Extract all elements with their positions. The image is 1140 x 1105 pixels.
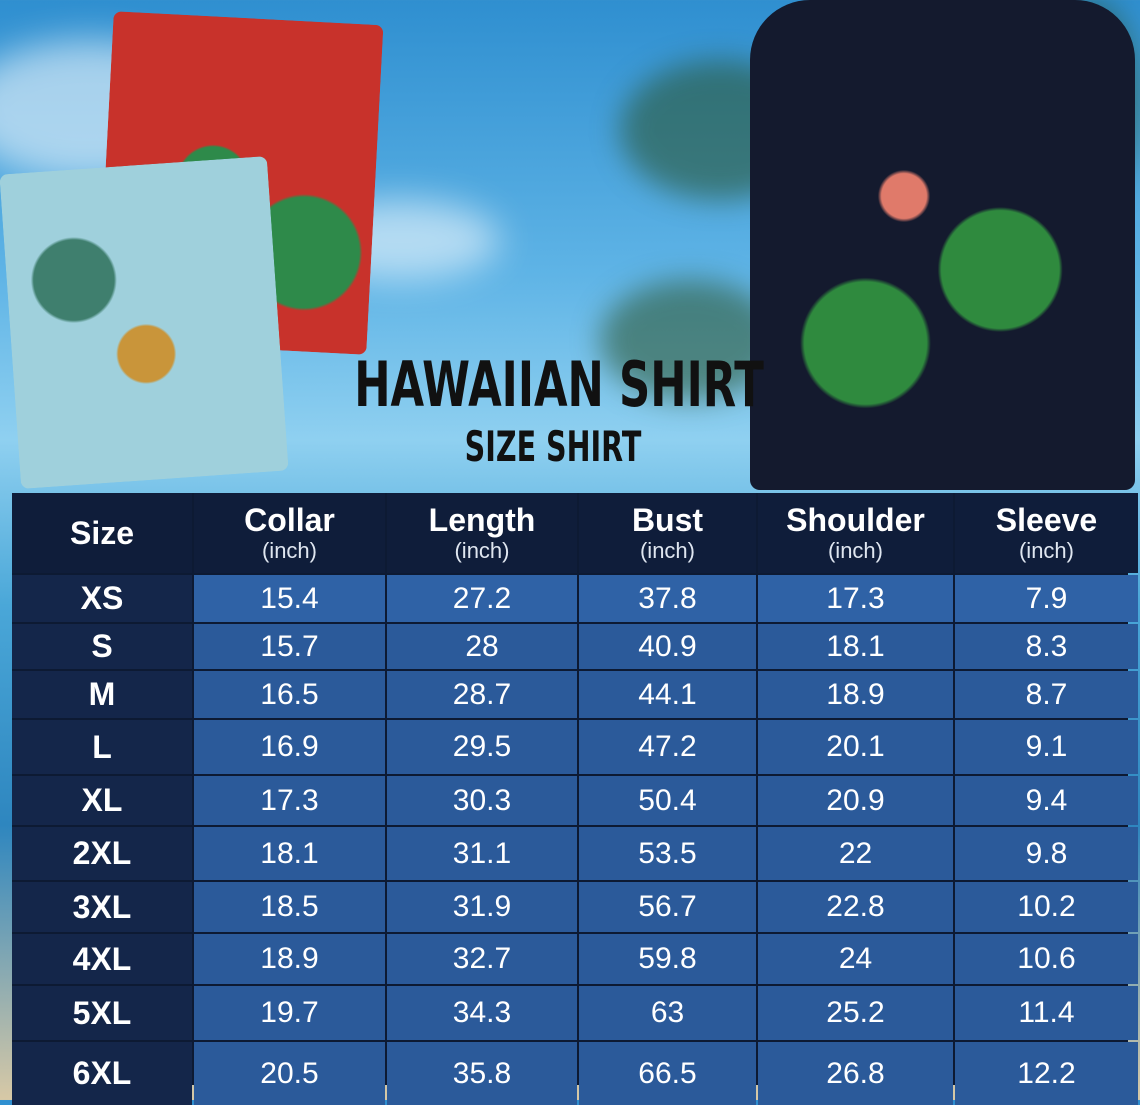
table-cell: 16.5: [194, 671, 385, 718]
table-cell: 18.1: [194, 827, 385, 880]
table-cell: 34.3: [387, 986, 577, 1040]
column-unit: (inch): [1018, 538, 1074, 563]
column-label: Size: [69, 515, 135, 551]
blue-shirt-image: [0, 156, 289, 489]
table-cell: 22.8: [758, 882, 953, 932]
column-header-sleeve: Sleeve (inch): [955, 493, 1138, 573]
size-table: Size Collar (inch) Length (inch) Bust (inch) Sh…: [12, 493, 1138, 1105]
table-cell: 19.7: [194, 986, 385, 1040]
table-cell: 59.8: [579, 934, 756, 984]
table-cell: 37.8: [579, 575, 756, 622]
table-cell: 30.3: [387, 776, 577, 825]
table-cell: 47.2: [579, 720, 756, 774]
table-cell: 20.9: [758, 776, 953, 825]
table-cell: 12.2: [955, 1042, 1138, 1105]
table-cell: 35.8: [387, 1042, 577, 1105]
table-cell: 15.4: [194, 575, 385, 622]
column-unit: (inch): [261, 538, 317, 563]
table-cell: 17.3: [194, 776, 385, 825]
table-cell: 31.9: [387, 882, 577, 932]
column-header-length: Length (inch): [387, 493, 577, 573]
table-cell: 26.8: [758, 1042, 953, 1105]
table-cell: 9.1: [955, 720, 1138, 774]
table-cell: 53.5: [579, 827, 756, 880]
subtitle: SIZE SHIRT: [464, 422, 642, 471]
table-cell: 8.3: [955, 624, 1138, 669]
size-cell: XS: [12, 575, 192, 622]
table-cell: 16.9: [194, 720, 385, 774]
table-cell: 18.9: [194, 934, 385, 984]
column-unit: (inch): [454, 538, 510, 563]
table-cell: 28: [387, 624, 577, 669]
table-cell: 25.2: [758, 986, 953, 1040]
size-cell: M: [12, 671, 192, 718]
table-cell: 50.4: [579, 776, 756, 825]
column-header-collar: Collar (inch): [194, 493, 385, 573]
table-cell: 15.7: [194, 624, 385, 669]
column-header-shoulder: Shoulder (inch): [758, 493, 953, 573]
table-cell: 32.7: [387, 934, 577, 984]
table-cell: 40.9: [579, 624, 756, 669]
column-unit: (inch): [827, 538, 883, 563]
column-label: Collar: [244, 502, 335, 538]
table-cell: 18.1: [758, 624, 953, 669]
column-unit: (inch): [639, 538, 695, 563]
size-cell: 4XL: [12, 934, 192, 984]
size-cell: 6XL: [12, 1042, 192, 1105]
table-cell: 24: [758, 934, 953, 984]
table-cell: 9.4: [955, 776, 1138, 825]
size-cell: L: [12, 720, 192, 774]
table-cell: 63: [579, 986, 756, 1040]
table-cell: 31.1: [387, 827, 577, 880]
column-label: Shoulder: [786, 502, 925, 538]
table-cell: 56.7: [579, 882, 756, 932]
table-cell: 20.5: [194, 1042, 385, 1105]
column-label: Bust: [631, 502, 704, 538]
table-cell: 17.3: [758, 575, 953, 622]
table-cell: 11.4: [955, 986, 1138, 1040]
table-cell: 9.8: [955, 827, 1138, 880]
table-cell: 7.9: [955, 575, 1138, 622]
column-label: Length: [428, 502, 536, 538]
table-cell: 8.7: [955, 671, 1138, 718]
title: HAWAIIAN SHIRT: [354, 348, 764, 421]
table-cell: 20.1: [758, 720, 953, 774]
column-label: Sleeve: [995, 502, 1098, 538]
table-cell: 10.6: [955, 934, 1138, 984]
size-cell: 2XL: [12, 827, 192, 880]
size-cell: S: [12, 624, 192, 669]
size-cell: 3XL: [12, 882, 192, 932]
table-cell: 44.1: [579, 671, 756, 718]
table-cell: 29.5: [387, 720, 577, 774]
table-cell: 27.2: [387, 575, 577, 622]
column-header-bust: Bust (inch): [579, 493, 756, 573]
table-cell: 18.9: [758, 671, 953, 718]
table-cell: 10.2: [955, 882, 1138, 932]
column-header-size: Size: [12, 493, 192, 573]
table-cell: 28.7: [387, 671, 577, 718]
size-cell: XL: [12, 776, 192, 825]
table-cell: 18.5: [194, 882, 385, 932]
size-cell: 5XL: [12, 986, 192, 1040]
table-cell: 66.5: [579, 1042, 756, 1105]
table-cell: 22: [758, 827, 953, 880]
model-flamingo-shirt-image: [750, 0, 1135, 490]
